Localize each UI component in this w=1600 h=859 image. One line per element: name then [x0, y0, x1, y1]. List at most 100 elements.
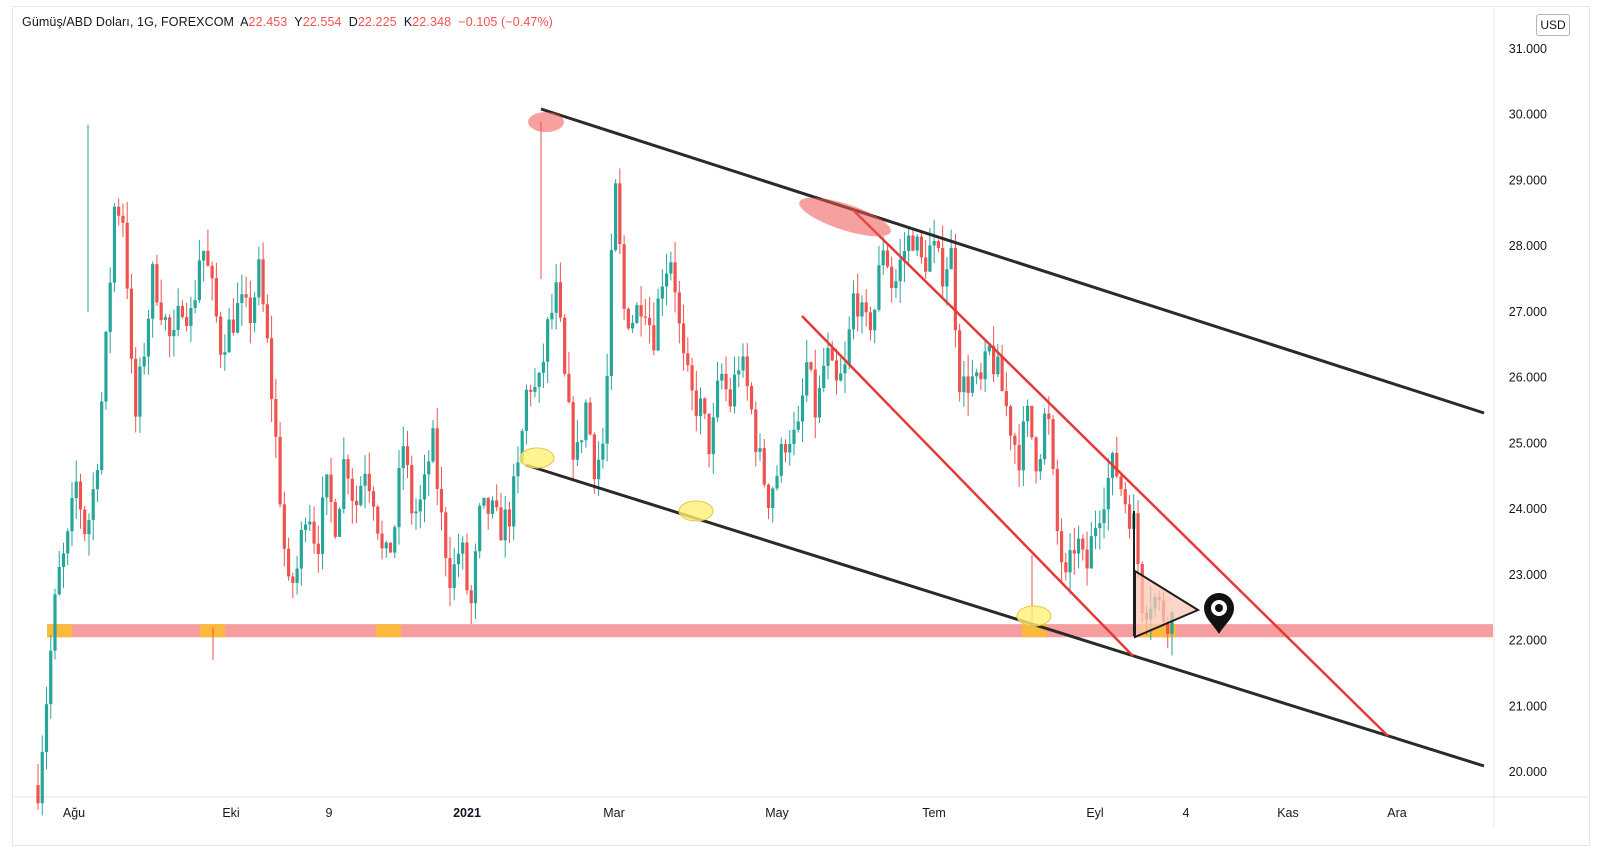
- candle-body: [741, 356, 745, 371]
- candle-body: [282, 504, 286, 549]
- candle-body: [724, 373, 728, 390]
- candle-body: [371, 491, 376, 507]
- candle-body: [142, 356, 146, 367]
- candle-body: [788, 444, 792, 453]
- candle-body: [953, 247, 957, 331]
- candle-body: [537, 372, 541, 387]
- candle-body: [1009, 406, 1013, 436]
- pin-dot: [1215, 604, 1223, 612]
- candle-body: [342, 459, 346, 510]
- candle-body: [418, 499, 422, 512]
- candle-body: [219, 316, 223, 355]
- candle-body: [299, 529, 303, 569]
- candle-body: [924, 257, 928, 272]
- y-tick-label: 24.000: [1509, 502, 1547, 516]
- candle-body: [465, 542, 469, 591]
- candle-body: [61, 553, 66, 567]
- candle-body: [155, 264, 159, 303]
- candle-body: [558, 282, 563, 318]
- currency-button[interactable]: USD: [1536, 14, 1570, 36]
- candle-body: [720, 373, 724, 381]
- candle-body: [1093, 528, 1098, 537]
- candle-body: [363, 473, 367, 486]
- time-axis[interactable]: Ağu Eki 9 2021 Mar May Tem Eyl 4 Kas Ara: [63, 806, 1407, 820]
- candle-body: [660, 286, 664, 299]
- legend-low-key: D: [348, 15, 358, 29]
- candle-body: [546, 319, 550, 362]
- candle-body: [529, 389, 533, 392]
- candle-body: [839, 373, 843, 381]
- candle-body: [681, 323, 686, 354]
- candle-body: [486, 497, 490, 514]
- candle-body: [533, 386, 537, 392]
- candle-body: [1021, 421, 1025, 471]
- candle-body: [1127, 504, 1132, 529]
- candle-body: [478, 505, 482, 552]
- candle-body: [885, 250, 890, 267]
- support-touch-block: [376, 624, 401, 638]
- candle-body: [286, 548, 291, 577]
- candle-body: [779, 443, 783, 476]
- candle-body: [618, 183, 622, 245]
- candle-body: [656, 298, 660, 351]
- candle-body: [227, 319, 231, 353]
- candle-body: [431, 428, 435, 462]
- candle-body: [631, 322, 635, 329]
- top-touch-marker: [528, 112, 564, 132]
- candle-body: [970, 376, 974, 393]
- y-tick-label: 22.000: [1509, 634, 1547, 648]
- candle-body: [554, 282, 558, 313]
- price-axis[interactable]: 20.000 21.000 22.000 23.000 24.000 25.000 26.0…: [1509, 42, 1547, 779]
- candle-body: [673, 262, 677, 293]
- candle-body: [796, 421, 800, 430]
- channel-upper-line: [540, 107, 1485, 415]
- y-tick-label: 31.000: [1509, 42, 1547, 56]
- candle-body: [95, 470, 100, 490]
- candle-body: [749, 386, 754, 410]
- candle-body: [647, 317, 652, 326]
- candle-body: [1013, 435, 1017, 445]
- pennant-triangle: [1134, 569, 1201, 639]
- bottom-touch-marker: [678, 500, 714, 522]
- touch-markers: [519, 112, 1234, 634]
- candle-body: [70, 498, 74, 532]
- candle-body: [826, 348, 830, 366]
- candle-body: [452, 564, 456, 588]
- candle-body: [329, 474, 333, 502]
- candle-body: [1004, 391, 1008, 407]
- y-tick-label: 29.000: [1509, 173, 1547, 187]
- y-tick-label: 27.000: [1509, 305, 1547, 319]
- candle-body: [567, 373, 571, 403]
- candle-body: [473, 551, 478, 604]
- candle-body: [312, 521, 316, 544]
- candle-body: [737, 370, 741, 375]
- candle-body: [1051, 419, 1055, 469]
- candle-body: [512, 476, 516, 527]
- candle-body: [754, 409, 758, 452]
- candle-body: [444, 512, 448, 559]
- candle-body: [1000, 356, 1004, 392]
- candle-body: [975, 372, 979, 377]
- candle-body: [410, 464, 414, 514]
- candle-body: [159, 302, 163, 320]
- candle-body: [881, 250, 885, 266]
- legend-open: 22.453: [248, 15, 288, 29]
- candle-body: [278, 436, 282, 505]
- candle-body: [359, 485, 363, 506]
- candle-body: [800, 395, 805, 422]
- candle-body: [698, 398, 703, 417]
- candle-body: [384, 542, 388, 549]
- candle-body: [771, 488, 775, 509]
- candles: [36, 121, 1174, 816]
- candle-body: [669, 262, 673, 274]
- candle-body: [316, 543, 320, 554]
- candle-body: [240, 294, 244, 304]
- candle-body: [223, 352, 227, 355]
- candle-body: [337, 509, 342, 537]
- candle-body: [1072, 550, 1076, 554]
- candle-body: [919, 236, 924, 258]
- candle-body: [117, 206, 121, 216]
- candle-body: [635, 305, 639, 323]
- candle-body: [100, 401, 104, 471]
